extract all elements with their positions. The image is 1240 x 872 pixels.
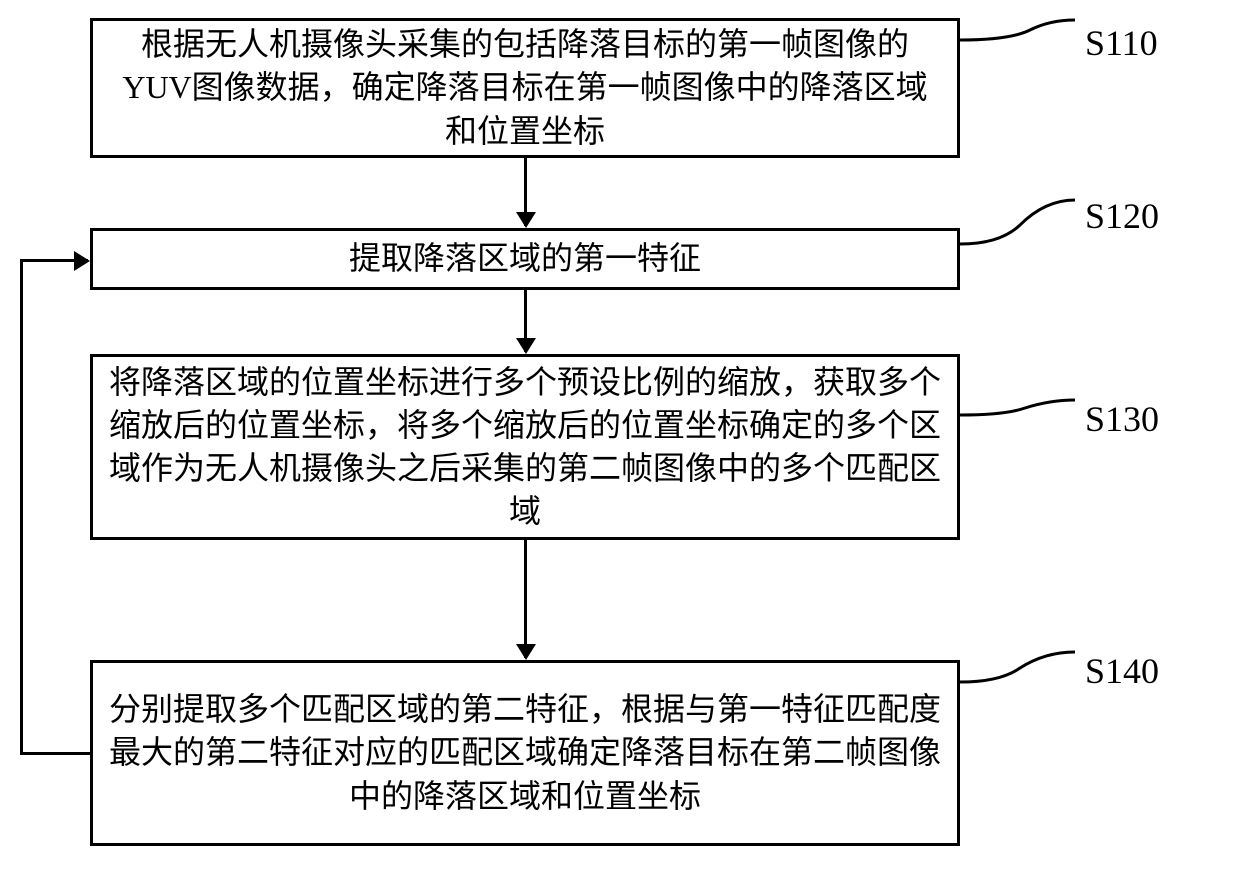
feedback-line-bottom bbox=[20, 752, 90, 755]
flow-box-s140-text: 分别提取多个匹配区域的第二特征，根据与第一特征匹配度最大的第二特征对应的匹配区域… bbox=[109, 688, 941, 818]
arrow-s130-s140 bbox=[524, 540, 527, 658]
step-label-s130: S130 bbox=[1085, 398, 1159, 440]
flow-box-s140: 分别提取多个匹配区域的第二特征，根据与第一特征匹配度最大的第二特征对应的匹配区域… bbox=[90, 660, 960, 846]
step-label-s110: S110 bbox=[1085, 22, 1158, 64]
feedback-line-vertical bbox=[20, 259, 23, 755]
flowchart-container: 根据无人机摄像头采集的包括降落目标的第一帧图像的YUV图像数据，确定降落目标在第… bbox=[0, 0, 1240, 872]
flow-box-s130: 将降落区域的位置坐标进行多个预设比例的缩放，获取多个缩放后的位置坐标，将多个缩放… bbox=[90, 354, 960, 540]
flow-box-s110: 根据无人机摄像头采集的包括降落目标的第一帧图像的YUV图像数据，确定降落目标在第… bbox=[90, 18, 960, 158]
flow-box-s110-text: 根据无人机摄像头采集的包括降落目标的第一帧图像的YUV图像数据，确定降落目标在第… bbox=[109, 23, 941, 153]
flow-box-s120: 提取降落区域的第一特征 bbox=[90, 228, 960, 290]
arrow-s110-s120 bbox=[524, 158, 527, 226]
feedback-arrow-top bbox=[20, 259, 88, 262]
step-label-s140: S140 bbox=[1085, 650, 1159, 692]
arrow-s120-s130 bbox=[524, 290, 527, 352]
flow-box-s130-text: 将降落区域的位置坐标进行多个预设比例的缩放，获取多个缩放后的位置坐标，将多个缩放… bbox=[109, 361, 941, 534]
connector-s130 bbox=[960, 398, 1080, 438]
connector-s110 bbox=[960, 18, 1080, 68]
flow-box-s120-text: 提取降落区域的第一特征 bbox=[349, 237, 701, 280]
connector-s120 bbox=[960, 195, 1080, 255]
connector-s140 bbox=[960, 650, 1080, 700]
step-label-s120: S120 bbox=[1085, 195, 1159, 237]
